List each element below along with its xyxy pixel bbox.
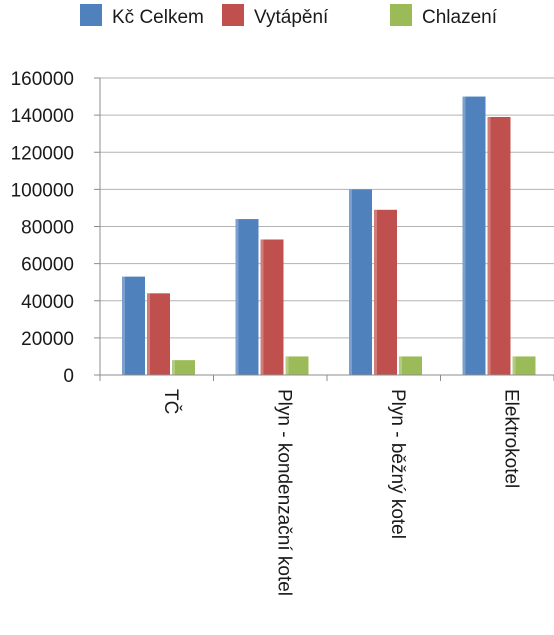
legend-label: Vytápění — [254, 7, 329, 28]
legend-swatch — [222, 4, 244, 26]
bar — [260, 239, 284, 375]
y-tick-label: 160000 — [11, 69, 74, 90]
bar-highlight — [399, 356, 402, 375]
y-tick-label: 100000 — [11, 180, 74, 201]
bar — [122, 276, 145, 375]
legend-item: Vytápění — [222, 4, 329, 28]
bar-highlight — [487, 116, 491, 375]
y-tick-label: 140000 — [11, 106, 74, 127]
bar — [462, 96, 486, 375]
x-category-label: TČ — [160, 389, 182, 414]
bar — [235, 219, 259, 375]
x-category-label: Plyn - kondenzační kotel — [273, 389, 294, 596]
legend-item: Chlazení — [390, 4, 498, 28]
y-tick-label: 0 — [63, 366, 74, 387]
y-tick-label: 60000 — [21, 255, 74, 276]
legend-item: Kč Celkem — [80, 4, 204, 28]
chart-legend: Kč Celkem Vytápění Chlazení — [80, 4, 498, 28]
bar-highlight — [147, 293, 150, 375]
y-tick-label: 120000 — [11, 143, 74, 164]
y-tick-label: 40000 — [21, 292, 74, 313]
bar-highlight — [512, 356, 516, 375]
x-category-label: Elektrokotel — [500, 389, 521, 488]
x-category-label: Plyn - běžný kotel — [387, 389, 408, 539]
bar — [172, 360, 195, 375]
bar — [399, 356, 422, 375]
y-tick-label: 20000 — [21, 329, 74, 350]
bar-highlight — [235, 219, 239, 375]
bar — [285, 356, 309, 375]
bar — [487, 116, 511, 375]
y-axis-tick-labels: 0 20000 40000 60000 80000 100000 120000 140000 1… — [11, 69, 74, 387]
bar — [349, 189, 372, 375]
bar — [147, 293, 170, 375]
bar-highlight — [349, 189, 352, 375]
x-axis-category-labels: TČ Plyn - kondenzační kotel Plyn - běžný k… — [160, 389, 522, 596]
bar-highlight — [122, 276, 125, 375]
bar — [512, 356, 536, 375]
bar-highlight — [285, 356, 289, 375]
axes — [99, 78, 554, 381]
legend-label: Chlazení — [422, 7, 498, 28]
bar-highlight — [260, 239, 264, 375]
legend-swatch — [390, 4, 412, 26]
y-tick-label: 80000 — [21, 218, 74, 239]
bar-highlight — [172, 360, 175, 375]
bar — [374, 209, 397, 375]
bar-highlight — [374, 209, 377, 375]
legend-swatch — [80, 4, 102, 26]
legend-label: Kč Celkem — [112, 7, 204, 28]
bars — [122, 96, 536, 375]
bar-highlight — [462, 96, 466, 375]
